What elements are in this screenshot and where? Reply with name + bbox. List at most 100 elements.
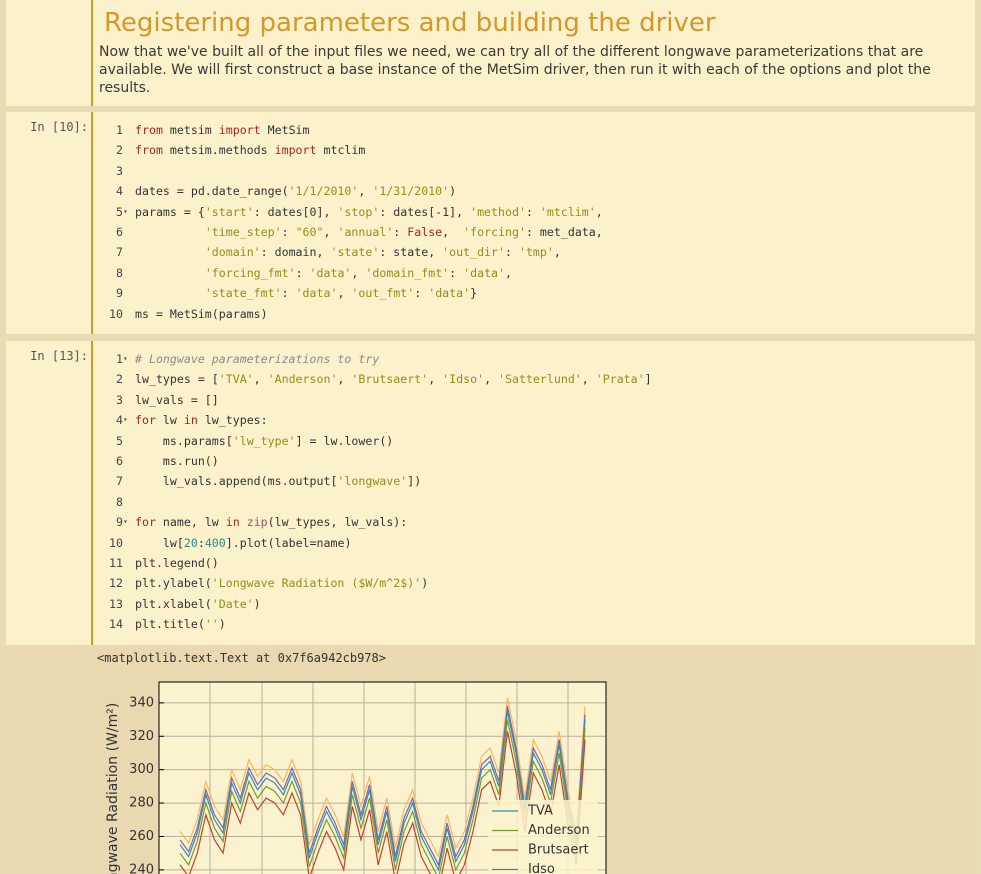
code-token: MetSim	[260, 123, 310, 137]
output-area: <matplotlib.text.Text at 0x7f6a942cb978>…	[6, 645, 975, 874]
line-number: 5	[116, 433, 123, 448]
code-token: 'Anderson'	[267, 372, 338, 387]
line-number: 7	[116, 474, 123, 489]
code-text: plt.legend()	[135, 553, 219, 573]
code-token: plt.title(	[135, 617, 205, 632]
code-token: ,	[484, 372, 499, 387]
code-token	[135, 245, 205, 259]
prompt: In [10]:	[30, 120, 88, 134]
code-token: 'data'	[295, 286, 338, 301]
markdown-cell: Registering parameters and building the …	[6, 0, 975, 106]
code-token: import	[274, 143, 317, 158]
series-line	[179, 706, 586, 867]
code-token: :	[281, 286, 296, 301]
fold-marker: ▾	[123, 517, 128, 527]
code-token: 'out_dir'	[442, 245, 505, 260]
code-token: 'state_fmt'	[204, 286, 282, 301]
y-tick-label: 300	[129, 762, 154, 777]
series-line	[179, 697, 586, 859]
code-token: 'mtclim'	[539, 204, 596, 219]
line-number: 1	[116, 123, 123, 137]
code-token: (lw_types, lw_vals):	[267, 515, 408, 530]
code-token: :	[414, 286, 429, 301]
y-tick-label: 240	[129, 862, 154, 874]
code-token: :	[505, 245, 519, 260]
y-tick-label: 340	[129, 695, 154, 710]
code-text: 'forcing_fmt': 'data', 'domain_fmt': 'da…	[135, 263, 512, 283]
legend-label: TVA	[527, 804, 553, 819]
code-token: )	[218, 617, 226, 632]
line-number: 12	[109, 576, 123, 591]
code-token: lw_vals.append(ms.output[	[135, 474, 338, 489]
code-token: 'state'	[330, 245, 380, 260]
code-text: from metsim import MetSim	[135, 120, 310, 140]
code-token: ] = lw.lower()	[295, 433, 394, 448]
code-token	[135, 266, 205, 280]
code-token: ,	[553, 245, 561, 260]
y-tick-label: 260	[129, 829, 154, 844]
code-token: 'Brutsaert'	[351, 372, 429, 387]
code-token: params = {	[135, 204, 205, 219]
code-token: 'method'	[470, 204, 526, 219]
code-token: ,	[323, 224, 338, 239]
code-token: )	[421, 576, 429, 591]
code-token: 'data'	[428, 286, 471, 301]
code-text: 'state_fmt': 'data', 'out_fmt': 'data'}	[135, 283, 477, 303]
code-token: lw_types = [	[135, 372, 219, 387]
code-cell[interactable]: In [10]: 1 from metsim import MetSim 2 from …	[6, 112, 975, 334]
code-token: ,	[595, 204, 603, 219]
code-token: from	[135, 143, 163, 158]
code-token: metsim.methods	[162, 143, 275, 158]
fold-marker: ▾	[123, 415, 128, 425]
code-token: : met_data,	[525, 224, 603, 239]
code-token: ,	[428, 372, 443, 387]
chart: 240 260 280 300 320 340 Longwave Radiation (W/…	[105, 681, 607, 874]
code-text: for name, lw in zip(lw_types, lw_vals):	[135, 512, 407, 532]
code-token: 'Idso'	[442, 372, 485, 387]
line-number: 3	[116, 163, 123, 178]
line-number: 7	[116, 245, 123, 260]
code-token: :	[295, 265, 310, 280]
code-token: for	[135, 413, 156, 428]
code-token: 'data'	[463, 265, 506, 280]
line-number: 13	[109, 596, 123, 611]
line-number: 10	[109, 535, 123, 550]
line-number: 5	[116, 204, 123, 219]
code-token: mtclim	[316, 143, 366, 158]
code-text: ms = MetSim(params)	[135, 304, 268, 324]
code-text: from metsim.methods import mtclim	[135, 140, 365, 160]
code-token: 'stop'	[337, 204, 380, 219]
code-token: 'data'	[309, 265, 352, 280]
fold-marker: ▾	[123, 206, 128, 216]
code-token: 400	[204, 535, 226, 550]
legend-box	[488, 800, 598, 874]
code-token: 20	[183, 535, 198, 550]
plot-frame	[158, 681, 607, 874]
code-token: lw	[155, 413, 184, 428]
code-text: plt.title('')	[135, 614, 226, 634]
output-text: <matplotlib.text.Text at 0x7f6a942cb978>	[97, 651, 386, 665]
code-token: ''	[204, 617, 219, 632]
legend-label: Anderson	[528, 823, 590, 838]
heading: Registering parameters and building the …	[104, 8, 716, 38]
code-cell[interactable]: In [13]: 1 ▾ # Longwave parameterizations t…	[6, 341, 975, 645]
prompt: In [13]:	[30, 349, 88, 363]
code-token: ms = MetSim(params)	[135, 306, 268, 321]
code-token: 'annual'	[337, 224, 394, 239]
code-token: ])	[407, 474, 422, 489]
code-token: ]	[644, 372, 652, 387]
code-text: # Longwave parameterizations to try	[135, 349, 379, 369]
code-token: import	[218, 123, 261, 137]
code-token: dates = pd.date_range(	[135, 184, 289, 199]
code-text: lw_vals.append(ms.output['longwave'])	[135, 471, 421, 491]
code-text: for lw in lw_types:	[135, 410, 268, 430]
code-text: ms.run()	[135, 451, 219, 471]
line-number: 4	[116, 184, 123, 199]
series-line	[179, 719, 586, 874]
code-token	[135, 286, 205, 300]
code-token: from	[135, 123, 163, 137]
line-number: 4	[116, 413, 123, 428]
cell-border	[91, 112, 93, 334]
code-token: }	[470, 286, 478, 301]
code-token: : domain,	[260, 245, 331, 260]
